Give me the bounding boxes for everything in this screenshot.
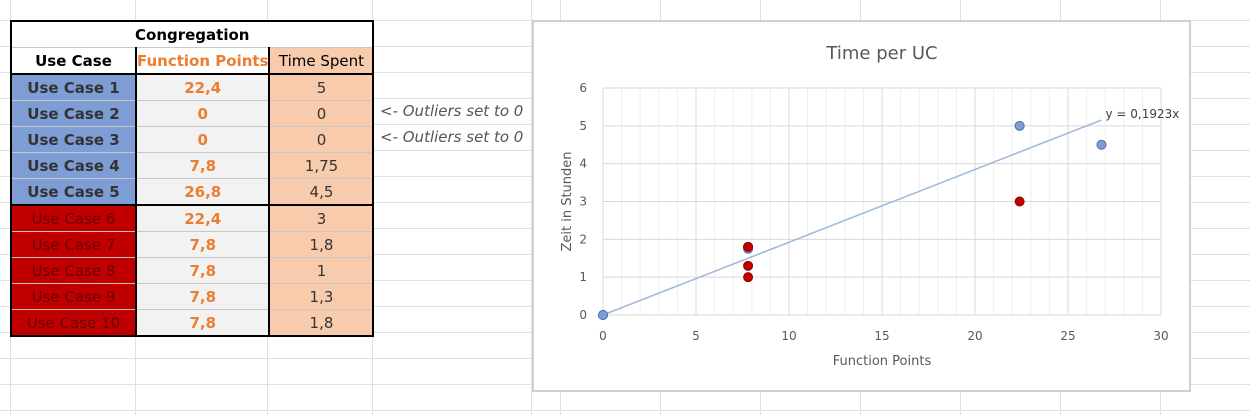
outlier-note[interactable]: <- Outliers set to 0 (380, 102, 524, 120)
cell-use-case[interactable]: Use Case 6 (10, 204, 137, 232)
y-tick-label: 5 (579, 119, 587, 133)
table-row: Use Case 6 22,4 3 (10, 204, 375, 232)
table-title[interactable]: Congregation (9, 20, 375, 48)
cell-time-spent[interactable]: 4,5 (268, 178, 375, 206)
cell-time-spent[interactable]: 1,3 (268, 283, 375, 310)
trendline-label: y = 0,1923x (1105, 107, 1179, 121)
cell-use-case[interactable]: Use Case 7 (10, 231, 137, 258)
cell-time-spent[interactable]: 1,8 (268, 231, 375, 258)
table-row: Use Case 1 22,4 5 (10, 73, 375, 101)
x-tick-label: 30 (1153, 329, 1168, 343)
table-row: Use Case 8 7,8 1 (10, 257, 375, 284)
x-axis-label: Function Points (833, 354, 932, 369)
scatter-point[interactable] (743, 241, 754, 252)
table-row: Use Case 2 0 0 (10, 100, 375, 127)
outlier-note[interactable]: <- Outliers set to 0 (380, 128, 524, 146)
x-tick-label: 10 (781, 329, 796, 343)
cell-time-spent[interactable]: 1,8 (268, 309, 375, 337)
cell-use-case[interactable]: Use Case 3 (10, 126, 137, 153)
table-row: Use Case 5 26,8 4,5 (10, 178, 375, 206)
cell-function-points[interactable]: 26,8 (135, 178, 271, 206)
y-axis-label: Zeit in Stunden (560, 151, 575, 251)
header-time-spent[interactable]: Time Spent (268, 47, 375, 75)
congregation-table: Congregation Use Case Function Points Ti… (9, 20, 375, 337)
scatter-chart[interactable]: Time per UC 0 5 10 15 20 25 30 0 1 2 3 4 5 6 Function P… (532, 20, 1191, 392)
cell-use-case[interactable]: Use Case 2 (10, 100, 137, 127)
cell-use-case[interactable]: Use Case 10 (10, 309, 137, 337)
y-tick-label: 2 (579, 232, 587, 246)
x-tick-label: 20 (967, 329, 982, 343)
cell-time-spent[interactable]: 3 (268, 204, 375, 232)
table-row: Use Case 10 7,8 1,8 (10, 309, 375, 337)
y-tick-label: 6 (579, 81, 587, 95)
x-tick-label: 25 (1060, 329, 1075, 343)
cell-use-case[interactable]: Use Case 9 (10, 283, 137, 310)
cell-time-spent[interactable]: 0 (268, 100, 375, 127)
y-tick-label: 0 (579, 308, 587, 322)
table-row: Use Case 3 0 0 (10, 126, 375, 153)
cell-use-case[interactable]: Use Case 1 (10, 73, 137, 101)
cell-function-points[interactable]: 7,8 (135, 309, 271, 337)
y-tick-label: 1 (579, 270, 587, 284)
cell-function-points[interactable]: 0 (135, 126, 271, 153)
header-use-case[interactable]: Use Case (10, 47, 137, 75)
cell-time-spent[interactable]: 1 (268, 257, 375, 284)
x-tick-label: 15 (874, 329, 889, 343)
scatter-point[interactable] (1014, 196, 1025, 207)
cell-function-points[interactable]: 7,8 (135, 152, 271, 179)
scatter-point[interactable] (743, 260, 754, 271)
x-tick-label: 0 (599, 329, 607, 343)
x-tick-label: 5 (692, 329, 700, 343)
scatter-point[interactable] (1096, 139, 1107, 150)
cell-time-spent[interactable]: 1,75 (268, 152, 375, 179)
table-row: Use Case 7 7,8 1,8 (10, 231, 375, 258)
cell-time-spent[interactable]: 0 (268, 126, 375, 153)
chart-title: Time per UC (825, 43, 937, 64)
cell-function-points[interactable]: 7,8 (135, 231, 271, 258)
cell-function-points[interactable]: 0 (135, 100, 271, 127)
cell-function-points[interactable]: 7,8 (135, 283, 271, 310)
chart-canvas: Time per UC 0 5 10 15 20 25 30 0 1 2 3 4 5 6 Function P… (560, 43, 1179, 369)
scatter-point[interactable] (598, 310, 608, 320)
cell-use-case[interactable]: Use Case 4 (10, 152, 137, 179)
scatter-point[interactable] (1014, 120, 1025, 131)
trendline (602, 119, 1102, 316)
y-tick-label: 3 (579, 195, 587, 209)
header-function-points[interactable]: Function Points (135, 47, 271, 75)
cell-function-points[interactable]: 22,4 (135, 73, 271, 101)
cell-use-case[interactable]: Use Case 5 (10, 178, 137, 206)
cell-time-spent[interactable]: 5 (268, 73, 375, 101)
table-row: Use Case 4 7,8 1,75 (10, 152, 375, 179)
cell-function-points[interactable]: 7,8 (135, 257, 271, 284)
cell-function-points[interactable]: 22,4 (135, 204, 271, 232)
scatter-point[interactable] (743, 272, 754, 283)
table-row: Use Case 9 7,8 1,3 (10, 283, 375, 310)
y-tick-label: 4 (579, 157, 587, 171)
cell-use-case[interactable]: Use Case 8 (10, 257, 137, 284)
